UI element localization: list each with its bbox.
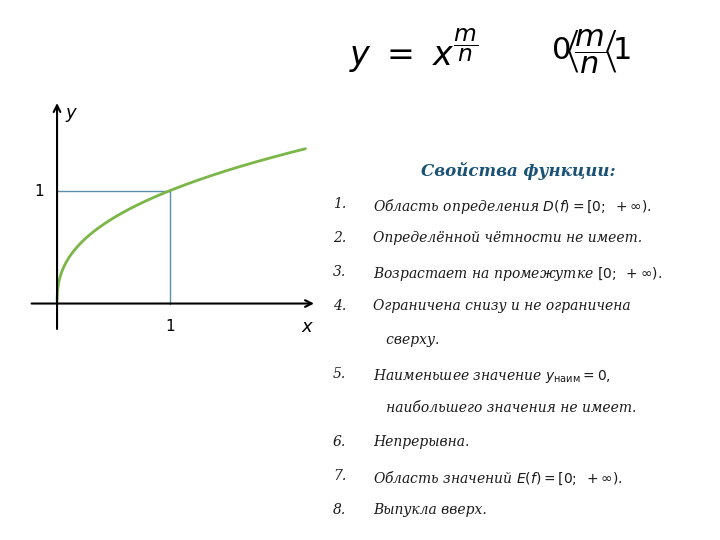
Text: Выпукла вверх.: Выпукла вверх. <box>373 503 487 517</box>
Text: Область определения $D(f) = [0;\ +\infty)$.: Область определения $D(f) = [0;\ +\infty… <box>373 197 652 216</box>
Text: Возрастает на промежутке $[0;\ +\infty)$.: Возрастает на промежутке $[0;\ +\infty)$… <box>373 265 662 283</box>
Text: $y$: $y$ <box>65 106 78 124</box>
Text: $x$: $x$ <box>301 318 315 336</box>
Text: Непрерывна.: Непрерывна. <box>373 435 469 449</box>
Text: Определённой чётности не имеет.: Определённой чётности не имеет. <box>373 231 642 245</box>
Text: 2.: 2. <box>333 231 346 245</box>
Text: $1$: $1$ <box>35 183 45 199</box>
Text: $0\!\left<\!\dfrac{m}{n}\!\right<\!1$: $0\!\left<\!\dfrac{m}{n}\!\right<\!1$ <box>551 27 631 75</box>
Text: Свойства функции:: Свойства функции: <box>421 162 616 180</box>
Text: 3.: 3. <box>333 265 346 279</box>
Text: Наименьшее значение $y_{\mathrm{наим}} = 0,$: Наименьшее значение $y_{\mathrm{наим}} =… <box>373 367 611 385</box>
Text: 1.: 1. <box>333 197 346 211</box>
Text: 8.: 8. <box>333 503 346 517</box>
Text: $1$: $1$ <box>165 318 175 334</box>
Text: 4.: 4. <box>333 299 346 313</box>
Text: Область значений $E(f) = [0;\ +\infty)$.: Область значений $E(f) = [0;\ +\infty)$. <box>373 469 623 487</box>
Text: наибольшего значения не имеет.: наибольшего значения не имеет. <box>373 401 636 415</box>
Text: 6.: 6. <box>333 435 346 449</box>
Text: $y\ =\ x^{\dfrac{m}{n}}$: $y\ =\ x^{\dfrac{m}{n}}$ <box>349 27 478 75</box>
Text: 5.: 5. <box>333 367 346 381</box>
Text: сверху.: сверху. <box>373 333 440 347</box>
Text: Ограничена снизу и не ограничена: Ограничена снизу и не ограничена <box>373 299 631 313</box>
Text: 7.: 7. <box>333 469 346 483</box>
